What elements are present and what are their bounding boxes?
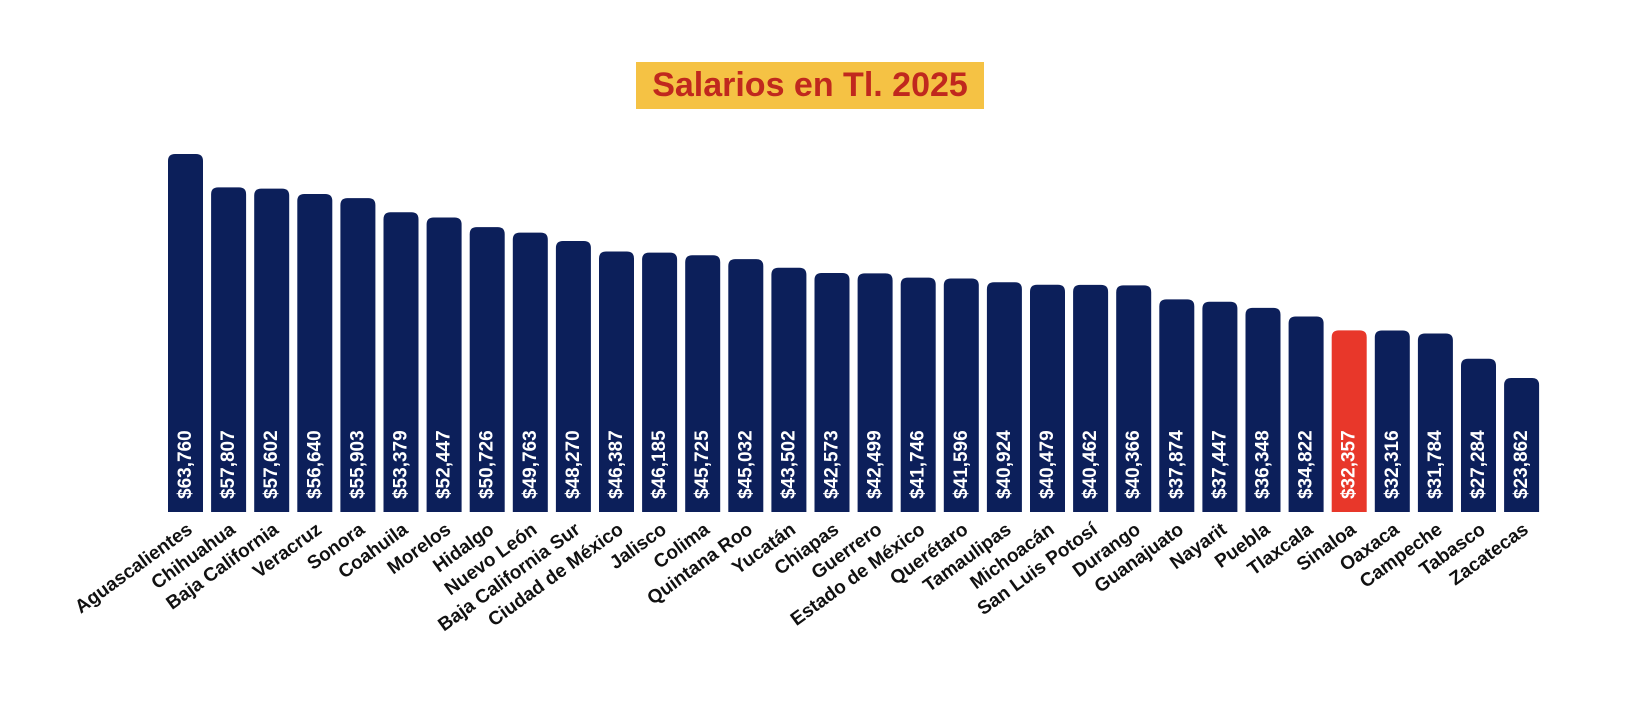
bar-nayarit: [1202, 301, 1238, 512]
bar-chihuahua: [211, 187, 247, 513]
bar-oaxaca: [1374, 330, 1410, 512]
bar-hidalgo: [469, 227, 505, 512]
bar-zacatecas: [1504, 378, 1540, 512]
bar-sinaloa: [1331, 330, 1367, 512]
chart-title: Salarios en Tl. 2025: [636, 62, 984, 109]
data-label-baja-california: $57,602: [261, 430, 282, 499]
data-label-durango: $40,366: [1123, 430, 1144, 499]
bar-guerrero: [857, 273, 893, 512]
bar-nuevo-leon: [512, 232, 548, 512]
data-label-zacatecas: $23,862: [1511, 430, 1532, 499]
data-label-nayarit: $37,447: [1209, 430, 1230, 499]
data-label-sonora: $55,903: [347, 430, 368, 499]
bar-san-luis-potosi: [1073, 284, 1109, 512]
data-label-guerrero: $42,499: [865, 430, 886, 499]
bar-sonora: [340, 198, 376, 512]
bar-yucatan: [771, 267, 807, 512]
bar-tamaulipas: [986, 282, 1022, 512]
bar-chiapas: [814, 272, 850, 512]
bar-colima: [685, 255, 721, 513]
data-label-aguascalientes: $63,760: [175, 430, 196, 499]
bar-tabasco: [1461, 358, 1496, 512]
data-label-nuevo-leon: $49,763: [520, 430, 541, 499]
bar-morelos: [426, 217, 462, 512]
data-label-puebla: $36,348: [1253, 430, 1274, 499]
data-label-morelos: $52,447: [434, 430, 455, 499]
bar-tlaxcala: [1288, 316, 1324, 512]
bar-ciudad-de-mexico: [599, 251, 634, 512]
data-label-oaxaca: $32,316: [1382, 430, 1403, 499]
bar-michoacan: [1030, 284, 1065, 512]
bar-puebla: [1245, 307, 1281, 512]
data-label-chiapas: $42,573: [822, 430, 843, 499]
bar-durango: [1116, 285, 1152, 512]
data-label-coahuila: $53,379: [391, 430, 412, 499]
bar-queretaro: [943, 278, 979, 512]
data-label-tlaxcala: $34,822: [1296, 430, 1317, 499]
data-label-quintana-roo: $45,032: [735, 430, 756, 499]
data-label-queretaro: $41,596: [951, 430, 972, 499]
bar-baja-california-sur: [555, 240, 591, 513]
bar-jalisco: [642, 252, 678, 512]
data-label-veracruz: $56,640: [304, 430, 325, 499]
data-label-hidalgo: $50,726: [477, 430, 498, 499]
data-label-michoacan: $40,479: [1037, 430, 1058, 499]
bar-aguascalientes: [168, 154, 203, 512]
bar-baja-california: [254, 188, 290, 512]
data-label-colima: $45,725: [692, 430, 713, 499]
bar-coahuila: [383, 212, 419, 512]
data-label-estado-de-mexico: $41,746: [908, 430, 929, 499]
data-label-tamaulipas: $40,924: [994, 430, 1015, 499]
bar-campeche: [1417, 333, 1453, 512]
data-label-baja-california-sur: $48,270: [563, 430, 584, 499]
bar-estado-de-mexico: [900, 277, 936, 512]
data-label-tabasco: $27,284: [1468, 430, 1489, 499]
bars-group: $63,760 $57,807 $57,602 $56,640 $55,903 $53,3…: [168, 154, 1540, 513]
data-label-jalisco: $46,185: [649, 430, 670, 499]
data-label-chihuahua: $57,807: [218, 430, 239, 499]
data-label-ciudad-de-mexico: $46,387: [606, 430, 627, 499]
bar-guanajuato: [1159, 299, 1195, 512]
data-label-guanajuato: $37,874: [1166, 430, 1187, 499]
data-label-yucatan: $43,502: [778, 430, 799, 499]
data-label-san-luis-potosi: $40,462: [1080, 430, 1101, 499]
data-label-campeche: $31,784: [1425, 430, 1446, 499]
bar-veracruz: [297, 193, 333, 512]
bar-quintana-roo: [728, 259, 764, 512]
data-label-sinaloa: $32,357: [1339, 430, 1360, 499]
